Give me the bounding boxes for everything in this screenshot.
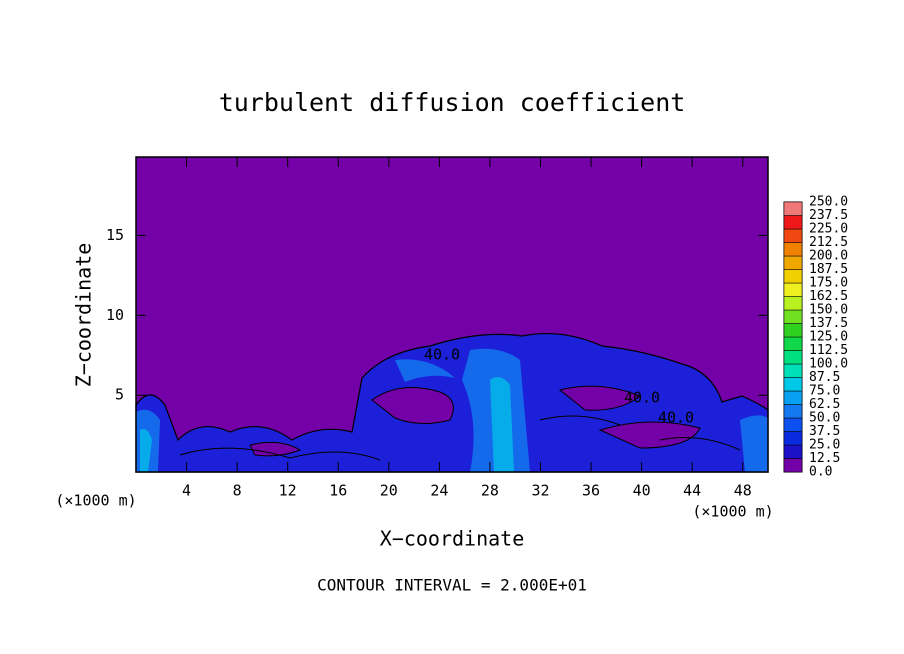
colorbar-label: 212.5 <box>809 235 848 250</box>
colorbar-label: 112.5 <box>809 343 848 358</box>
colorbar-label: 175.0 <box>809 276 848 291</box>
colorbar-label: 100.0 <box>809 357 848 372</box>
x-tick-label: 8 <box>233 482 242 500</box>
colorbar-swatch <box>783 350 803 365</box>
colorbar-swatch <box>783 431 803 446</box>
colorbar-swatch <box>783 377 803 392</box>
colorbar-label: 250.0 <box>809 195 848 210</box>
colorbar-swatch <box>783 390 803 405</box>
colorbar-label: 137.5 <box>809 316 848 331</box>
x-tick-label: 28 <box>481 482 499 500</box>
x-tick-label: 16 <box>329 482 347 500</box>
colorbar-swatch <box>783 336 803 351</box>
y-tick-label: 5 <box>115 386 124 404</box>
y-tick-label: 15 <box>106 226 124 244</box>
colorbar-swatch <box>783 282 803 297</box>
x-unit-label: (×1000 m) <box>55 492 136 510</box>
colorbar-label: 125.0 <box>809 330 848 345</box>
x-tick-label: 40 <box>633 482 651 500</box>
colorbar-swatch <box>783 296 803 311</box>
x-tick-label: 4 <box>182 482 191 500</box>
contour-label: 40.0 <box>624 389 660 407</box>
colorbar-label: 37.5 <box>809 424 840 439</box>
colorbar-label: 12.5 <box>809 451 840 466</box>
x-tick-label: 12 <box>279 482 297 500</box>
colorbar-label: 62.5 <box>809 397 840 412</box>
y-axis-label: Z−coordinate <box>72 243 96 388</box>
field <box>135 157 769 473</box>
colorbar-swatch <box>783 417 803 432</box>
colorbar-swatch <box>783 215 803 230</box>
colorbar-swatch <box>783 404 803 419</box>
colorbar-label: 187.5 <box>809 262 848 277</box>
x-tick-label: 48 <box>734 482 752 500</box>
colorbar-swatch <box>783 309 803 324</box>
y-tick-label: 10 <box>106 306 124 324</box>
colorbar-swatch <box>783 458 803 473</box>
field-region <box>179 415 741 461</box>
colorbar-label: 162.5 <box>809 289 848 304</box>
x-tick-label: 36 <box>582 482 600 500</box>
colorbar-swatch <box>783 228 803 243</box>
colorbar-swatch <box>783 363 803 378</box>
chart-title: turbulent diffusion coefficient <box>219 88 686 117</box>
plot-frame <box>135 156 769 473</box>
field-region <box>249 385 701 457</box>
x-tick-label: 32 <box>531 482 549 500</box>
colorbar-swatch <box>783 444 803 459</box>
contour-label: 40.0 <box>424 346 460 364</box>
colorbar-swatch <box>783 269 803 284</box>
x-tick-label: 44 <box>683 482 701 500</box>
contour-label: 40.0 <box>658 409 694 427</box>
colorbar-swatch <box>783 255 803 270</box>
x-tick-label: 24 <box>430 482 448 500</box>
colorbar-label: 150.0 <box>809 303 848 318</box>
x-axis-label: X−coordinate <box>380 527 525 551</box>
colorbar-label: 50.0 <box>809 411 840 426</box>
colorbar-label: 200.0 <box>809 249 848 264</box>
colorbar-swatch <box>783 242 803 257</box>
footer: CONTOUR INTERVAL = 2.000E+01 <box>317 576 587 595</box>
colorbar-swatch <box>783 201 803 216</box>
colorbar-label: 237.5 <box>809 208 848 223</box>
colorbar-label: 25.0 <box>809 438 840 453</box>
colorbar-swatch <box>783 323 803 338</box>
x-unit-label: (×1000 m) <box>692 503 773 521</box>
x-tick-label: 20 <box>380 482 398 500</box>
colorbar-label: 75.0 <box>809 384 840 399</box>
colorbar-label: 0.0 <box>809 465 832 480</box>
colorbar-label: 87.5 <box>809 370 840 385</box>
colorbar-label: 225.0 <box>809 222 848 237</box>
